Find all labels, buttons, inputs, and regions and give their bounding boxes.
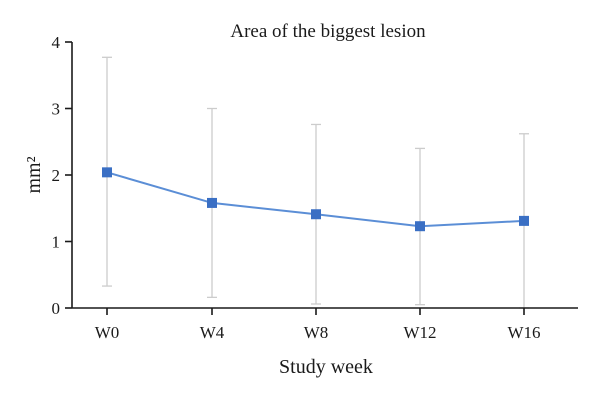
y-tick-label: 0 (52, 299, 61, 318)
x-tick-label: W16 (507, 323, 540, 342)
y-tick-label: 2 (52, 166, 61, 185)
y-tick-label: 1 (52, 233, 61, 252)
data-markers (102, 167, 529, 232)
y-tick-label: 4 (52, 33, 61, 52)
x-tick-label: W12 (403, 323, 436, 342)
axes (71, 42, 578, 309)
x-tick-label: W0 (95, 323, 120, 342)
data-point-marker (207, 197, 217, 208)
data-point-marker (415, 221, 425, 232)
chart-title: Area of the biggest lesion (230, 21, 426, 42)
error-bars (102, 56, 529, 309)
data-point-marker (311, 209, 321, 220)
x-tick-label: W4 (200, 323, 225, 342)
y-tick-label: 3 (52, 100, 61, 119)
y-ticks: 0 1 2 3 4 (52, 33, 72, 318)
y-axis-label: mm² (23, 156, 45, 193)
data-point-marker (102, 167, 112, 178)
x-tick-label: W8 (304, 323, 329, 342)
data-point-marker (519, 215, 529, 226)
x-ticks: W0 W4 W8 W12 W16 (95, 308, 541, 342)
x-axis-label: Study week (279, 356, 373, 378)
